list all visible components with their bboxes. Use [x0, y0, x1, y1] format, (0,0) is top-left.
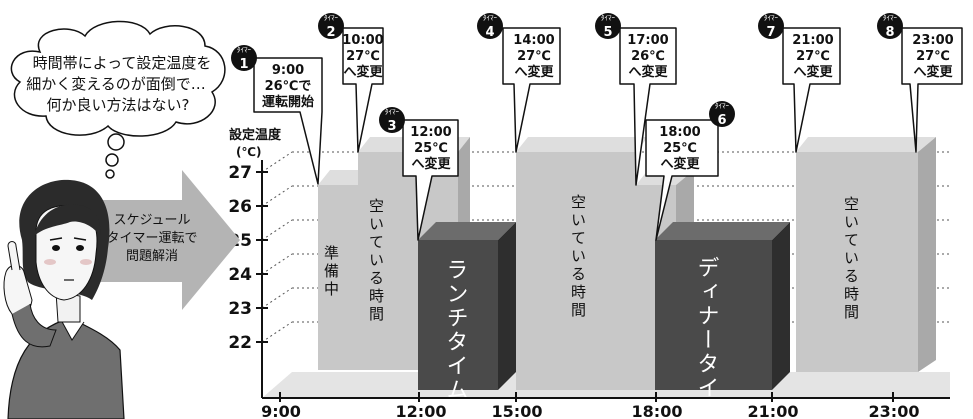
timer-action: へ変更 — [913, 64, 953, 80]
timer-badge-label: ﾀｲﾏｰ — [385, 108, 399, 116]
block-lunch — [418, 222, 516, 390]
y-axis-unit: (℃) — [236, 145, 262, 159]
timer-badge — [231, 45, 257, 71]
timer-badge-number: 5 — [603, 25, 612, 40]
timer-time: 17:00 — [627, 33, 668, 48]
timer-badge — [318, 13, 344, 39]
timer-badge — [595, 13, 621, 39]
timer-callout-3: ﾀｲﾏｰ 3 12:00 25℃ へ変更 — [379, 107, 459, 241]
timer-callout-4: ﾀｲﾏｰ 4 14:00 27℃ へ変更 — [477, 13, 561, 153]
timer-temp: 25℃ — [663, 141, 697, 156]
x-tick-label: 9:00 — [261, 402, 301, 419]
big-arrow — [96, 170, 240, 310]
timer-action: へ変更 — [411, 156, 451, 172]
timer-time: 10:00 — [342, 33, 383, 48]
x-tick-label: 15:00 — [492, 402, 543, 419]
arrow-label-line-1: スケジュール — [113, 213, 190, 228]
thought-bubble: 時間帯によって設定温度を 細かく変えるのが面倒で… 何か良い方法はない? — [10, 20, 226, 179]
block-label-lunch: ランチタイム — [443, 258, 468, 402]
timer-time: 18:00 — [659, 125, 700, 140]
timer-callout-2: ﾀｲﾏｰ 2 10:00 27℃ へ変更 — [318, 13, 384, 153]
timer-badge-label: ﾀｲﾏｰ — [601, 14, 615, 22]
timer-action: 運転開始 — [262, 94, 314, 110]
y-tick-label: 27 — [228, 163, 252, 183]
x-tick-label: 12:00 — [396, 402, 447, 419]
timer-badge-number: 7 — [766, 25, 775, 40]
x-tick-label: 18:00 — [632, 402, 683, 419]
timer-time: 9:00 — [272, 63, 304, 78]
block-label-dinner: ディナータイム — [694, 256, 719, 419]
block-dinner — [655, 222, 790, 390]
timer-temp: 25℃ — [414, 141, 448, 156]
timer-badge-number: 4 — [485, 25, 494, 40]
block-aki3 — [796, 137, 936, 372]
timer-time: 23:00 — [912, 33, 953, 48]
x-tick-label: 23:00 — [869, 402, 920, 419]
timer-action: へ変更 — [514, 64, 554, 80]
timer-temp: 26℃ — [631, 49, 665, 64]
timer-badge-number: 3 — [387, 119, 396, 134]
y-axis-ticks — [256, 171, 268, 343]
timer-badge-number: 6 — [717, 113, 726, 128]
block-label-aki2: 空いている時間 — [569, 194, 587, 320]
timer-badge-label: ﾀｲﾏｰ — [324, 14, 338, 22]
y-tick-label: 23 — [228, 299, 252, 319]
timer-temp: 27℃ — [916, 49, 950, 64]
timer-badge — [758, 13, 784, 39]
thought-bubble-line-3: 何か良い方法はない? — [47, 96, 190, 114]
timer-callout-5: ﾀｲﾏｰ 5 17:00 26℃ へ変更 — [595, 13, 677, 186]
y-axis-title: 設定温度 — [229, 127, 282, 143]
timer-callout-8: ﾀｲﾏｰ 8 23:00 27℃ へ変更 — [877, 13, 963, 153]
timer-badge-label: ﾀｲﾏｰ — [764, 14, 778, 22]
timer-badge — [877, 13, 903, 39]
timer-callout-6: ﾀｲﾏｰ 6 18:00 25℃ へ変更 — [645, 101, 735, 241]
timer-badge — [477, 13, 503, 39]
thought-bubble-line-1: 時間帯によって設定温度を — [33, 54, 212, 72]
timer-callout-7: ﾀｲﾏｰ 7 21:00 27℃ へ変更 — [758, 13, 841, 153]
block-label-junbi: 準備中 — [322, 245, 340, 299]
x-tick-label: 21:00 — [748, 402, 799, 419]
timer-badge-label: ﾀｲﾏｰ — [883, 14, 897, 22]
y-tick-label: 22 — [228, 333, 252, 353]
arrow-label-line-3: 問題解消 — [126, 249, 178, 264]
timer-action: へ変更 — [660, 156, 700, 172]
timer-time: 12:00 — [410, 125, 451, 140]
y-tick-label: 26 — [228, 197, 252, 217]
timer-temp: 27℃ — [517, 49, 551, 64]
timer-temp: 27℃ — [346, 49, 380, 64]
gridlines — [261, 151, 950, 343]
timer-badge-number: 1 — [239, 57, 248, 72]
block-label-aki3: 空いている時間 — [842, 196, 860, 322]
timer-action: へ変更 — [343, 64, 383, 80]
timer-callout-1: ﾀｲﾏｰ 1 9:00 26℃で 運転開始 — [231, 45, 323, 185]
timer-badge-label: ﾀｲﾏｰ — [237, 46, 251, 54]
timer-temp: 26℃で — [265, 79, 312, 94]
timer-badge-label: ﾀｲﾏｰ — [715, 102, 729, 110]
timer-time: 14:00 — [513, 33, 554, 48]
timer-badge-label: ﾀｲﾏｰ — [483, 14, 497, 22]
timer-badge-number: 8 — [885, 25, 894, 40]
timer-action: へ変更 — [628, 64, 668, 80]
timer-badge — [379, 107, 405, 133]
block-label-aki1: 空いている時間 — [367, 198, 385, 324]
thought-bubble-line-2: 細かく変えるのが面倒で… — [26, 75, 206, 93]
timer-temp: 27℃ — [796, 49, 830, 64]
x-axis-ticks — [279, 392, 894, 402]
timer-badge — [709, 101, 735, 127]
timer-time: 21:00 — [792, 33, 833, 48]
arrow-label-line-2: タイマー運転で — [106, 231, 197, 246]
timer-badge-number: 2 — [326, 25, 335, 40]
y-tick-label: 24 — [228, 265, 252, 285]
woman-illustration — [3, 179, 125, 419]
timer-action: へ変更 — [793, 64, 833, 80]
